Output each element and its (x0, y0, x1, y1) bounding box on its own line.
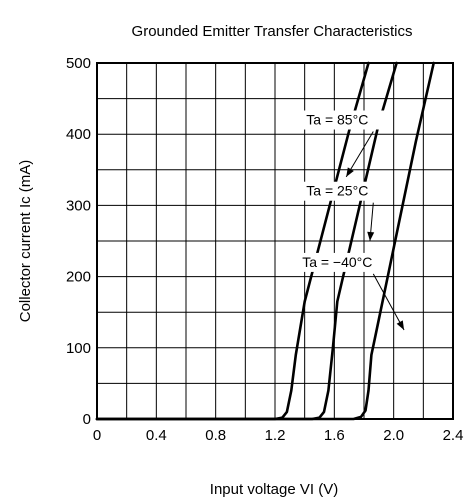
annotation-arrow-head (396, 320, 405, 330)
y-tick-label: 100 (66, 340, 91, 357)
y-tick-label: 500 (66, 55, 91, 72)
annotation-arrow-line (372, 273, 405, 331)
series-annotation-label: Ta = −40°C (302, 254, 372, 270)
series-annotation-label: Ta = 25°C (306, 183, 368, 199)
x-tick-label: 0.4 (146, 427, 167, 444)
x-tick-label: 0.8 (205, 427, 226, 444)
annotation-background (289, 181, 386, 201)
annotation-layer: Ta = 85°C Ta = 25°C Ta = −40°C (289, 110, 405, 331)
y-tick-label: 200 (66, 269, 91, 286)
y-tick-label: 300 (66, 197, 91, 214)
plot-grid (97, 63, 453, 419)
tick-labels: 0 0.4 0.8 1.2 1.6 2.0 2.4 0 100 200 300 400 500 (66, 55, 463, 444)
annotation-arrow-head (346, 167, 354, 177)
x-axis-label: Input voltage VI (V) (210, 481, 338, 498)
series-annotation-label: Ta = 85°C (306, 112, 368, 128)
annotation-arrow-head (367, 231, 375, 241)
x-tick-label: 2.4 (443, 427, 464, 444)
y-tick-label: 0 (83, 411, 91, 428)
plot-frame (96, 62, 454, 420)
annotation-background (289, 110, 386, 130)
x-tick-label: 2.0 (383, 427, 404, 444)
y-tick-label: 400 (66, 126, 91, 143)
x-tick-label: 1.2 (265, 427, 286, 444)
y-axis-label: Collector current Ic (mA) (17, 160, 34, 323)
x-tick-label: 0 (93, 427, 101, 444)
annotation-background (289, 252, 386, 272)
x-tick-label: 1.6 (324, 427, 345, 444)
chart-title: Grounded Emitter Transfer Characteristic… (132, 23, 413, 40)
